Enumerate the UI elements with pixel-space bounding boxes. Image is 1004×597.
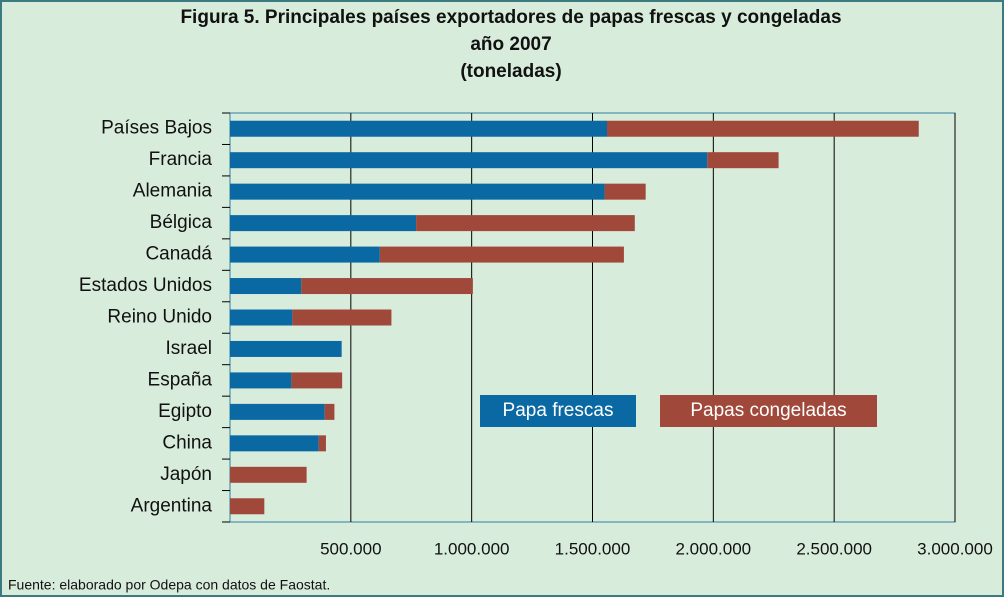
bar	[318, 435, 326, 452]
bar	[301, 278, 473, 295]
bar	[707, 152, 779, 169]
bar	[230, 278, 302, 295]
bar	[230, 340, 342, 357]
chart-title: año 2007	[470, 34, 551, 55]
bar	[292, 309, 392, 326]
y-tick-label: Canadá	[145, 244, 212, 265]
bar	[230, 152, 708, 169]
legend-swatch	[660, 395, 877, 427]
y-tick-label: Alemania	[133, 181, 213, 202]
bar	[230, 466, 307, 483]
y-tick-label: Estados Unidos	[79, 275, 212, 296]
bar	[230, 403, 325, 420]
y-tick-label: Egipto	[158, 401, 212, 422]
y-tick-label: Reino Unido	[107, 307, 212, 328]
y-tick-label: China	[162, 432, 212, 453]
bar	[604, 183, 646, 200]
x-tick-label: 3.000.000	[917, 539, 993, 558]
y-tick-label: Argentina	[131, 495, 213, 516]
y-tick-label: Francia	[149, 149, 213, 170]
bar	[230, 120, 607, 137]
source-note: Fuente: elaborado por Odepa con datos de…	[8, 577, 330, 593]
bar	[324, 403, 335, 420]
bar	[230, 183, 605, 200]
bar	[291, 372, 343, 389]
bar	[230, 372, 292, 389]
y-tick-label: Bélgica	[150, 212, 213, 233]
bar	[230, 246, 380, 263]
x-tick-label: 1.000.000	[434, 539, 510, 558]
bar	[230, 309, 293, 326]
bar	[607, 120, 919, 137]
bar	[230, 215, 417, 232]
x-tick-label: 1.500.000	[555, 539, 631, 558]
chart-title: (toneladas)	[460, 61, 561, 82]
y-tick-label: Países Bajos	[101, 118, 212, 139]
y-tick-label: España	[148, 369, 213, 390]
legend-swatch	[480, 395, 636, 427]
legend-label: Papas congeladas	[690, 400, 846, 421]
bar	[230, 498, 265, 515]
y-tick-label: Japón	[160, 464, 212, 485]
x-tick-label: 2.500.000	[796, 539, 872, 558]
chart-title: Figura 5. Principales países exportadore…	[180, 7, 841, 28]
legend-label: Papa frescas	[503, 400, 614, 421]
x-tick-label: 2.000.000	[676, 539, 752, 558]
bar	[416, 215, 635, 232]
x-tick-label: 500.000	[320, 539, 381, 558]
bar	[230, 435, 319, 452]
bar	[379, 246, 624, 263]
y-tick-label: Israel	[166, 338, 212, 359]
